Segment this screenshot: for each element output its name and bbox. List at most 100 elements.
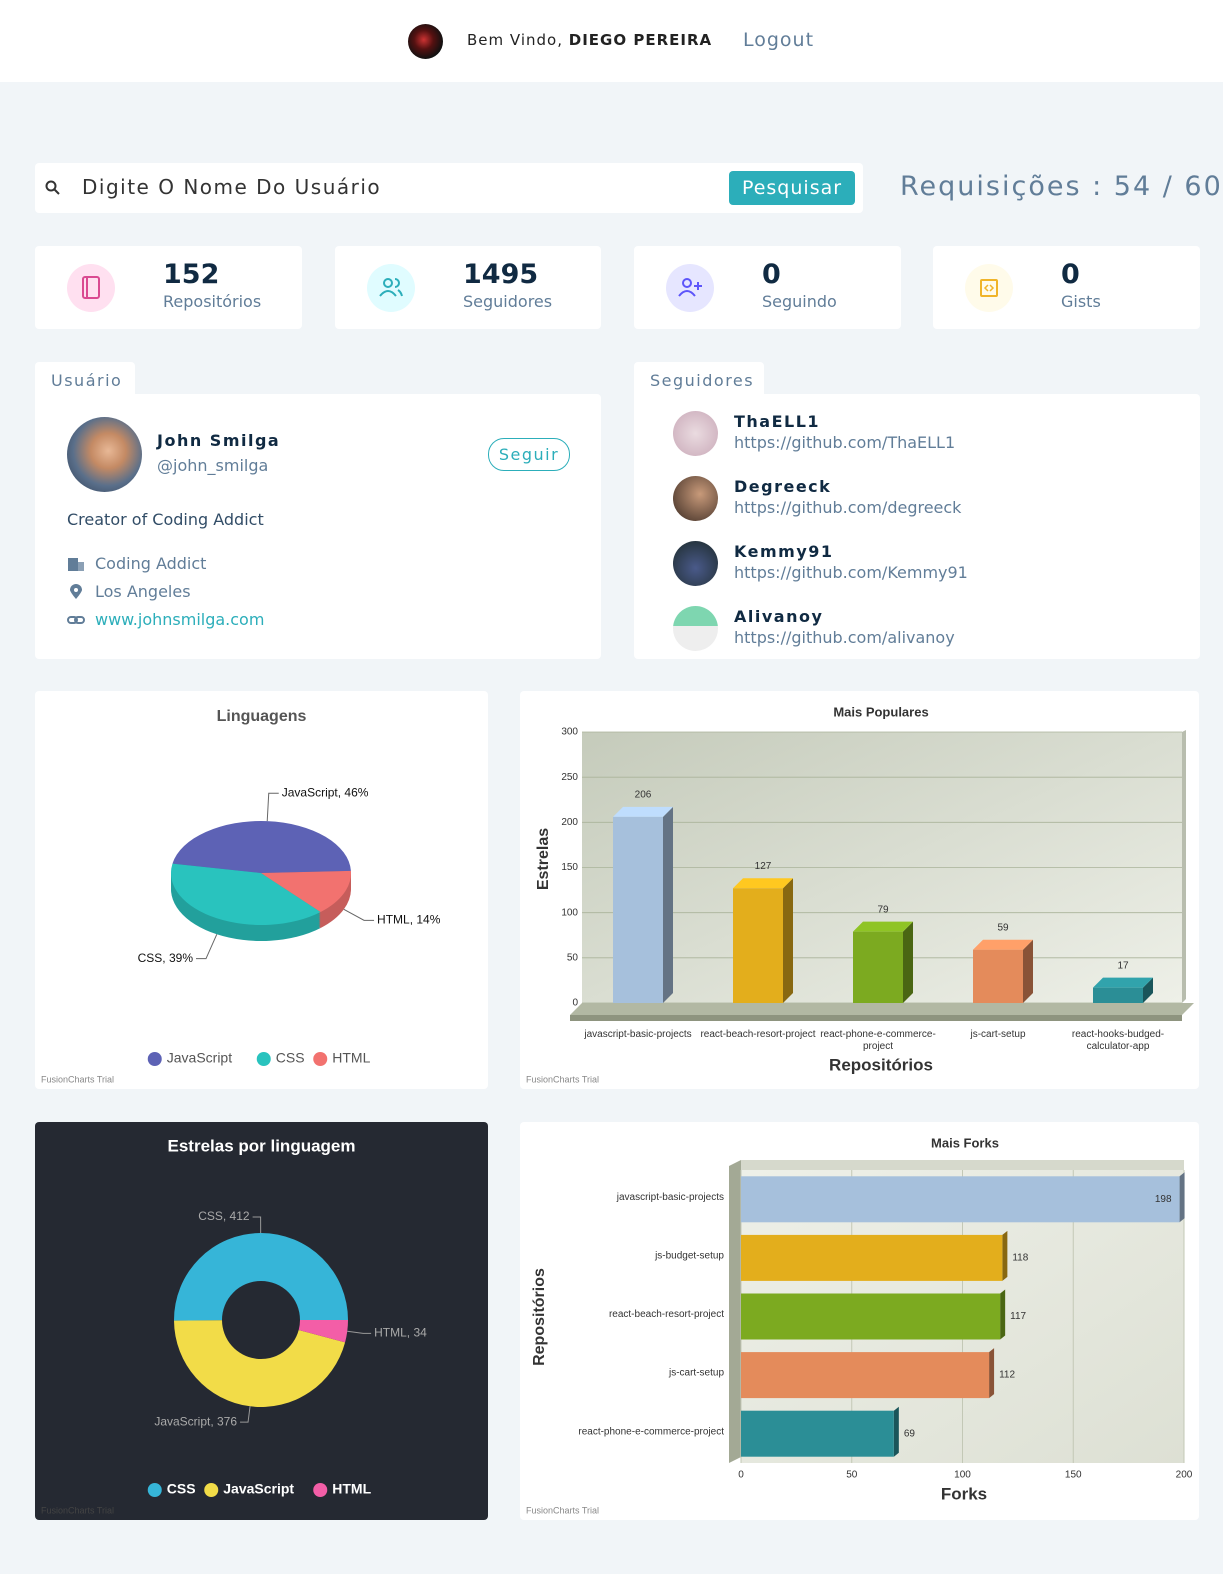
user-company: Coding Addict [95,554,207,573]
chart-title: Estrelas por linguagem [168,1136,356,1155]
follower-name: Degreeck [734,477,832,496]
follower-avatar [673,606,718,651]
bar-side [1179,1172,1185,1223]
stat-icon [965,264,1013,312]
doughnut-slice [173,1232,348,1321]
x-tick-label: react-hooks-budged-calculator-app [1071,1029,1165,1052]
user-card: John Smilga @john_smilga Seguir Creator … [35,394,601,659]
bar-top [613,806,673,817]
bar [741,1293,1001,1340]
user-blog[interactable]: www.johnsmilga.com [95,610,265,629]
bar-side [1000,1289,1006,1340]
x-tick-label: js-cart-setup [970,1029,1026,1040]
credit: FusionCharts Trial [41,1074,114,1084]
y-tick-label: react-phone-e-commerce-project [578,1426,724,1437]
stat-label: Seguidores [463,292,553,311]
follower-avatar [673,541,718,586]
data-label: HTML, 14% [377,913,441,927]
data-label: 59 [997,922,1009,933]
y-tick-label: 100 [561,907,578,918]
search-button[interactable]: Pesquisar [729,171,855,205]
company-row: Coding Addict [67,554,206,573]
data-label: 112 [999,1370,1015,1381]
follower-url: https://github.com/Kemmy91 [734,563,968,582]
user-name: John Smilga [157,431,281,450]
legend-marker [313,1483,328,1497]
leader-line [347,1330,372,1334]
x-tick-label: 50 [846,1470,858,1481]
y-tick-label: js-cart-setup [668,1368,724,1379]
stat-label: Repositórios [163,292,262,311]
legend-marker [256,1052,271,1066]
user-tab: Usuário [35,362,135,394]
search-icon [45,180,60,195]
header: Bem Vindo, DIEGO PEREIRA Logout [0,0,1223,82]
y-tick-label: 300 [561,727,578,738]
stat-value: 0 [762,259,781,290]
x-tick-label: 0 [738,1470,744,1481]
location-row: Los Angeles [67,582,191,601]
y-tick-label: 250 [561,772,578,783]
chart: Mais Forks 0 50 100 150 200 198 javascript-basi… [526,1135,1193,1515]
plot-floor [570,1003,1194,1015]
follower-name: Kemmy91 [734,542,834,561]
search-input[interactable]: Digite O Nome Do Usuário [82,175,382,199]
plot-floor-edge [570,1015,1182,1021]
bar [1093,987,1143,1003]
pie-slice [171,863,321,925]
stat-value: 1495 [463,259,539,290]
greeting: Bem Vindo, [467,31,563,49]
stat-value: 152 [163,259,220,290]
leader-line [343,908,375,921]
logout-button[interactable]: Logout [743,29,815,51]
x-tick-label: 150 [1065,1470,1082,1481]
data-label: 127 [755,861,772,872]
avatar [408,24,443,59]
credit: FusionCharts Trial [526,1074,599,1084]
chart-card: Estrelas por linguagem CSS, 412 JavaScript… [35,1122,488,1520]
chart: Estrelas por linguagem CSS, 412 JavaScript… [35,1122,488,1520]
y-axis-title: Repositórios [531,1268,548,1366]
bar-side [903,921,913,1003]
stat-card: 0 Gists [933,246,1200,329]
y-tick-label: 50 [567,952,579,963]
bar-top [1093,977,1153,988]
bar-top [973,939,1033,950]
y-axis-title: Estrelas [535,828,552,890]
x-axis-title: Forks [941,1484,987,1503]
doughnut-slice [298,1320,348,1343]
pie-slice [261,870,351,912]
stat-card: 0 Seguindo [634,246,901,329]
bar [741,1176,1180,1223]
user-location: Los Angeles [95,582,191,601]
chart-title: Mais Populares [833,704,928,719]
follow-button[interactable]: Seguir [488,438,570,471]
data-label: 198 [1155,1194,1172,1205]
x-tick-label: react-phone-e-commerce-project [820,1029,936,1052]
stat-card: 1495 Seguidores [335,246,601,329]
stat-label: Gists [1061,292,1101,311]
leader-line [195,934,218,960]
legend-marker [147,1052,162,1066]
bar [741,1352,990,1399]
follower-avatar [673,476,718,521]
follower-url: https://github.com/ThaELL1 [734,433,956,452]
stat-icon [67,264,115,312]
data-label: 206 [635,790,652,801]
follower-name: ThaELL1 [734,412,821,431]
pie-slice [172,821,351,873]
bar-side [989,1348,995,1399]
y-tick-label: 0 [572,998,578,1009]
legend-marker [313,1052,328,1066]
doughnut-slice [174,1320,346,1407]
user-name: DIEGO PEREIRA [568,31,713,49]
followers-card: ThaELL1 https://github.com/ThaELL1 Degreec… [634,394,1200,659]
welcome: Bem Vindo, DIEGO PEREIRA [467,31,712,49]
y-tick-label: react-beach-resort-project [609,1309,724,1320]
chart-title: Mais Forks [931,1135,999,1150]
followers-tab: Seguidores [634,362,764,394]
leader-line [252,1216,262,1234]
y-tick-label: 150 [561,862,578,873]
data-label: CSS, 412 [198,1209,250,1223]
x-tick-label: 100 [954,1470,971,1481]
